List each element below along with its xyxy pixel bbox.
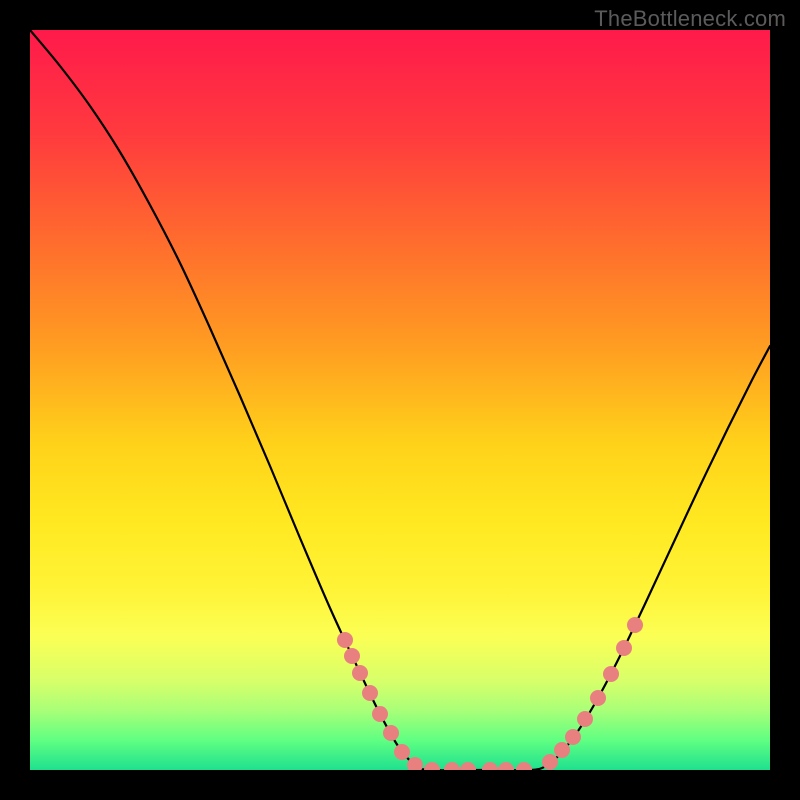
curve-marker bbox=[362, 685, 378, 701]
curve-marker bbox=[603, 666, 619, 682]
curve-marker bbox=[344, 648, 360, 664]
bottleneck-chart-svg bbox=[0, 0, 800, 800]
gradient-plot-background bbox=[30, 30, 770, 770]
curve-marker bbox=[372, 706, 388, 722]
curve-marker bbox=[383, 725, 399, 741]
curve-marker bbox=[542, 754, 558, 770]
curve-marker bbox=[616, 640, 632, 656]
curve-marker bbox=[352, 665, 368, 681]
curve-marker bbox=[394, 744, 410, 760]
curve-marker bbox=[577, 711, 593, 727]
curve-marker bbox=[627, 617, 643, 633]
chart-frame: TheBottleneck.com bbox=[0, 0, 800, 800]
curve-marker bbox=[554, 742, 570, 758]
watermark-text: TheBottleneck.com bbox=[594, 6, 786, 32]
curve-marker bbox=[590, 690, 606, 706]
curve-marker bbox=[337, 632, 353, 648]
curve-marker bbox=[565, 729, 581, 745]
